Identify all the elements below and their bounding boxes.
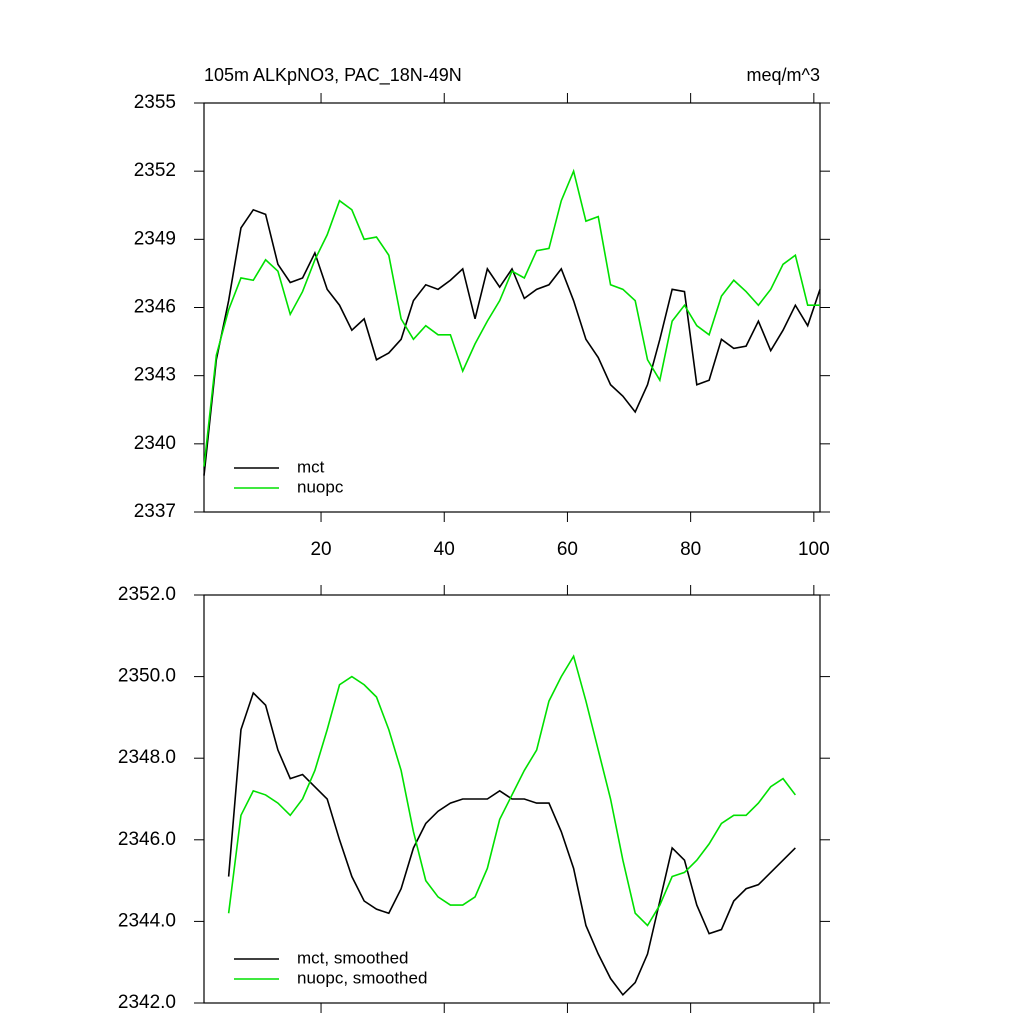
y-tick-label: 2343 [134,365,176,386]
units-label: meq/m^3 [747,65,820,85]
chart-title: 105m ALKpNO3, PAC_18N-49N [204,65,462,86]
y-tick-label: 2349 [134,228,176,249]
plot-frame [203,102,821,513]
y-tick-label: 2348.0 [118,747,176,768]
y-tick-label: 2342.0 [118,992,176,1013]
y-tick-label: 2344.0 [118,910,176,931]
y-tick-label: 2340 [134,433,176,454]
y-tick-label: 2355 [134,92,176,113]
y-tick-label: 2346 [134,297,176,318]
legend-label: mct [297,457,325,476]
x-tick-label: 40 [434,539,455,560]
data-line [203,208,821,476]
data-line [227,654,796,927]
y-tick-label: 2337 [134,501,176,522]
data-line [203,168,820,467]
x-tick-label: 60 [557,539,578,560]
y-tick-label: 2352.0 [118,584,176,605]
legend-label: nuopc, smoothed [297,968,427,987]
x-tick-label: 80 [680,539,701,560]
y-tick-label: 2346.0 [118,829,176,850]
y-tick-label: 2352 [134,160,176,181]
x-tick-label: 100 [798,539,830,560]
data-line [227,691,796,997]
x-tick-label: 20 [310,539,331,560]
y-tick-label: 2350.0 [118,666,176,687]
plot-frame [203,594,821,1004]
legend-label: mct, smoothed [297,948,409,967]
legend-label: nuopc [297,477,344,496]
